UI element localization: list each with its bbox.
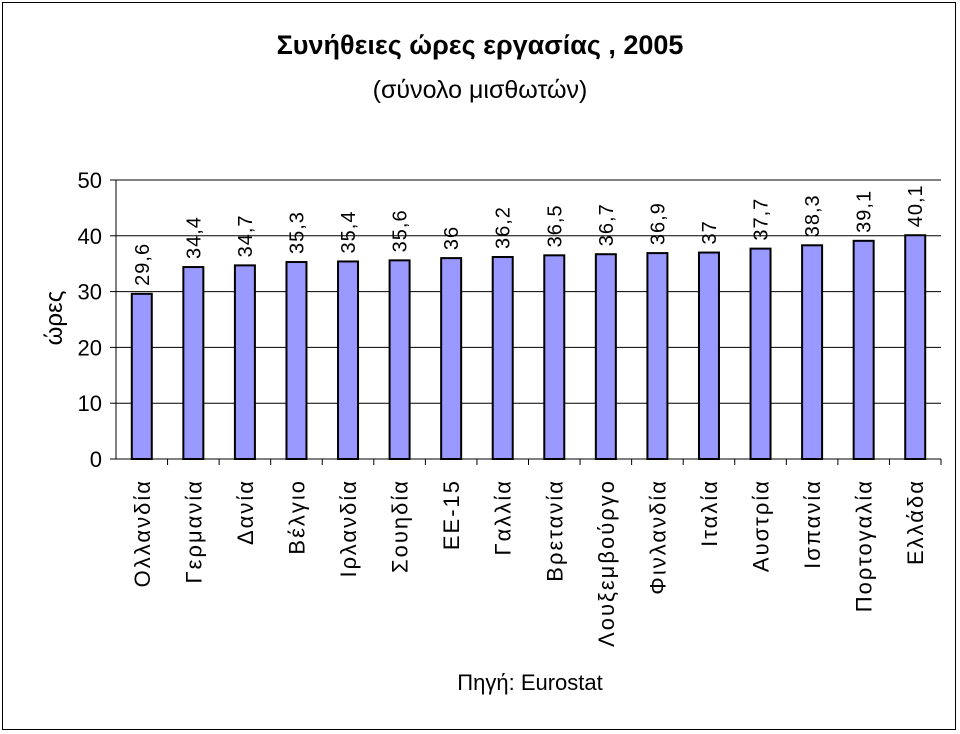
bar <box>233 264 256 460</box>
y-axis-label: ώρες <box>41 291 68 346</box>
category-label: ΕΕ-15 <box>439 479 464 550</box>
bars <box>130 234 927 460</box>
data-label: 36 <box>441 226 463 250</box>
category-label: Δανία <box>233 479 258 545</box>
data-label: 29,6 <box>132 243 154 286</box>
bar <box>749 247 772 460</box>
category-label: Φινλανδία <box>645 479 670 595</box>
category-label: Σουηδία <box>388 479 413 573</box>
data-label: 40,1 <box>905 184 927 227</box>
bar <box>182 266 205 460</box>
data-label: 38,3 <box>802 194 824 237</box>
category-label: Γερμανία <box>181 479 206 583</box>
bar <box>130 292 153 460</box>
data-label: 35,3 <box>286 211 308 254</box>
bar <box>646 252 669 460</box>
category-label: Ολλανδία <box>130 479 155 587</box>
data-label: 37,7 <box>751 198 773 241</box>
data-label: 35,6 <box>390 209 412 252</box>
y-tick-label: 40 <box>78 224 102 249</box>
y-tick-label: 10 <box>78 391 102 416</box>
labels: 0 10 20 30 40 50 29,6 Ολλανδία 34,4 Γερμανία 34,7 Δ… <box>78 168 929 647</box>
data-label: 35,4 <box>338 211 360 254</box>
y-tick-label: 20 <box>78 335 102 360</box>
data-label: 34,4 <box>183 216 205 259</box>
bar <box>697 251 720 460</box>
source-note: Πηγή: Eurostat <box>457 670 603 695</box>
bar <box>594 253 617 460</box>
category-label: Ιταλία <box>697 479 722 547</box>
bar <box>337 260 360 460</box>
bar <box>388 259 411 460</box>
category-label: Λουξεμβούργο <box>594 479 619 647</box>
bar <box>801 244 824 460</box>
bar <box>852 239 875 460</box>
data-label: 34,7 <box>235 214 257 257</box>
category-label: Γαλλία <box>491 479 516 555</box>
axes <box>110 179 942 465</box>
bar <box>285 261 308 460</box>
category-label: Πορτογαλία <box>852 479 877 612</box>
y-tick-label: 30 <box>78 280 102 305</box>
y-tick-label: 50 <box>78 168 102 193</box>
bar <box>904 234 927 460</box>
bar <box>543 254 566 460</box>
chart-title: Συνήθειες ώρες εργασίας , 2005 <box>276 30 684 60</box>
data-label: 36,2 <box>493 206 515 249</box>
data-label: 37 <box>699 220 721 244</box>
category-label: Βρετανία <box>542 479 567 582</box>
y-tick-label: 0 <box>90 447 102 472</box>
category-label: Βέλγιο <box>284 479 309 555</box>
category-label: Ισπανία <box>800 479 825 569</box>
bar <box>440 257 463 460</box>
data-label: 36,7 <box>596 203 618 246</box>
bar <box>491 256 514 460</box>
category-label: Αυστρία <box>749 479 774 572</box>
data-label: 36,5 <box>544 204 566 247</box>
chart-subtitle: (σύνολο μισθωτών) <box>372 76 588 104</box>
category-label: Ιρλανδία <box>336 479 361 577</box>
category-label: Ελλάδα <box>903 479 928 565</box>
data-label: 39,1 <box>854 190 876 233</box>
data-label: 36,9 <box>647 202 669 245</box>
